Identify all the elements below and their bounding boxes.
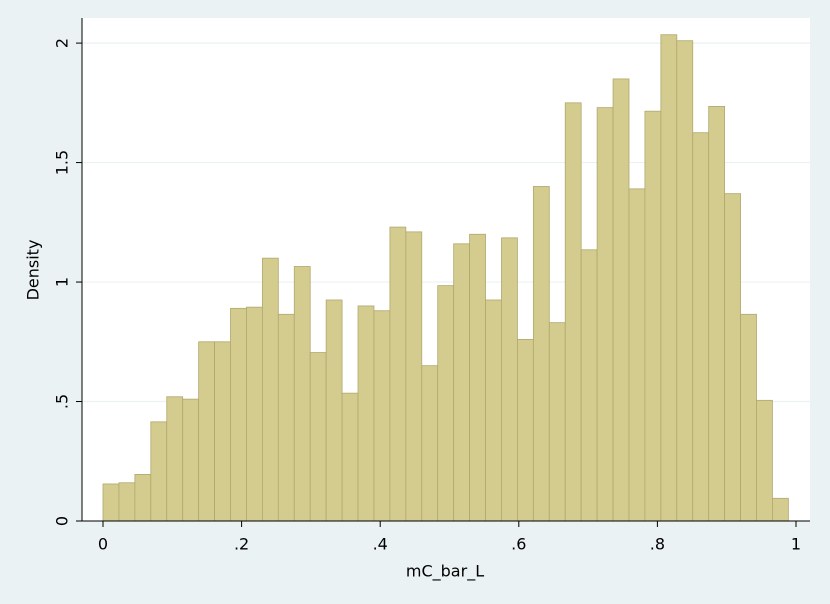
x-tick-label: .2 <box>234 535 249 554</box>
bar <box>517 338 534 522</box>
bar <box>357 305 375 522</box>
bar <box>421 365 439 522</box>
bar <box>214 341 231 522</box>
bar <box>485 299 502 522</box>
bar <box>453 243 470 522</box>
bar <box>166 396 184 522</box>
bar <box>309 352 327 522</box>
bar <box>246 306 263 522</box>
bar <box>437 285 455 522</box>
bar <box>389 226 407 522</box>
bar <box>628 188 646 522</box>
bar <box>756 399 773 522</box>
bar <box>564 102 582 522</box>
bar <box>580 249 598 522</box>
bar <box>772 497 789 522</box>
bar <box>198 341 215 522</box>
bar <box>644 110 662 522</box>
y-tick-label: .5 <box>53 394 72 409</box>
bar <box>150 421 168 522</box>
bar <box>293 266 311 522</box>
x-tick-label: .6 <box>511 535 526 554</box>
x-tick-label: 0 <box>98 535 108 554</box>
y-tick-label: 0 <box>53 516 72 526</box>
bar <box>261 257 279 522</box>
bar <box>548 322 566 522</box>
bar <box>596 107 614 522</box>
x-tick-label: .4 <box>373 535 388 554</box>
x-tick-label: .8 <box>650 535 665 554</box>
bar <box>134 474 152 522</box>
bar <box>118 482 136 522</box>
bar <box>692 132 710 522</box>
x-axis-label: mC_bar_L <box>406 562 484 582</box>
bar <box>469 233 486 522</box>
y-axis-label: Density <box>24 240 43 301</box>
bar <box>325 299 343 522</box>
bar <box>341 392 359 522</box>
bar <box>724 193 741 522</box>
bar <box>740 313 757 522</box>
bar <box>405 231 423 522</box>
x-tick-label: 1 <box>791 535 801 554</box>
bar <box>102 483 120 522</box>
bar <box>277 313 295 522</box>
bar <box>660 34 678 522</box>
bar <box>708 106 726 522</box>
y-tick-label: 1.5 <box>53 150 72 175</box>
bar <box>676 40 694 522</box>
bar <box>373 310 391 522</box>
y-tick-label: 1 <box>53 277 72 287</box>
bar <box>532 186 550 522</box>
bar <box>501 237 518 522</box>
bar <box>182 398 200 522</box>
bar <box>230 307 247 522</box>
y-tick-label: 2 <box>53 38 72 48</box>
bar <box>612 78 630 522</box>
